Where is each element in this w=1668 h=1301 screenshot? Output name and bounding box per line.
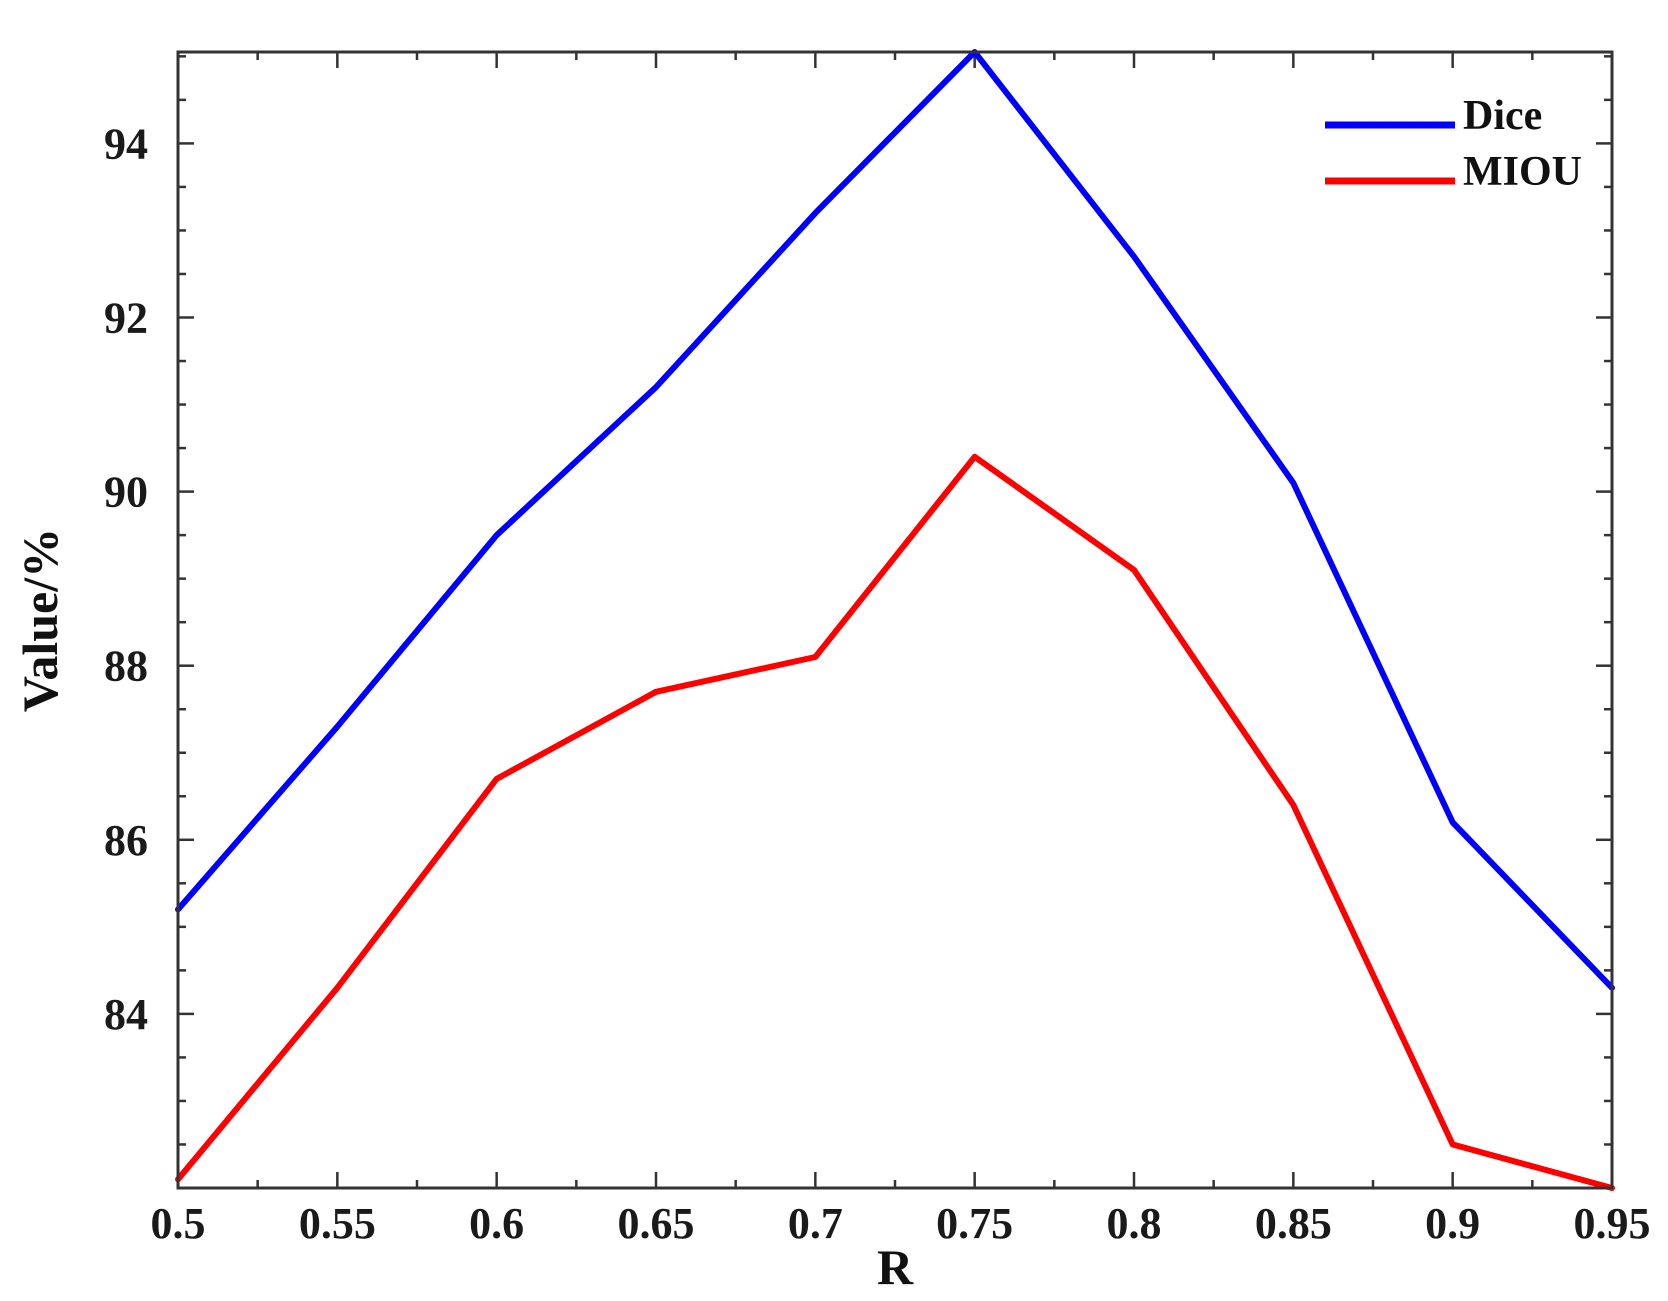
x-tick-label: 0.5	[151, 1199, 206, 1248]
legend: Dice MIOU	[1325, 93, 1582, 195]
x-tick-label: 0.65	[618, 1199, 695, 1248]
x-tick-labels: 0.5 0.55 0.6 0.65 0.7 0.75 0.8 0.85 0.9 0.95	[151, 1199, 1651, 1248]
y-tick-labels: 84 86 88 90 92 94	[104, 119, 148, 1038]
plot-frame	[176, 50, 1614, 1190]
x-tick-label: 0.7	[788, 1199, 843, 1248]
minor-ticks	[178, 52, 1612, 1188]
y-tick-label: 86	[104, 816, 148, 865]
x-tick-label: 0.9	[1425, 1199, 1480, 1248]
series-line-miou	[175, 453, 1615, 1191]
series-layer	[175, 49, 1615, 1191]
y-tick-label: 84	[104, 990, 148, 1039]
x-tick-label: 0.95	[1574, 1199, 1651, 1248]
x-tick-label: 0.6	[469, 1199, 524, 1248]
y-axis-title: Value/%	[12, 528, 68, 712]
y-tick-label: 94	[104, 119, 148, 168]
series-line-dice	[175, 49, 1615, 991]
x-axis-title: R	[877, 1239, 914, 1295]
major-ticks	[176, 52, 1614, 1188]
legend-label-miou: MIOU	[1463, 149, 1582, 195]
y-tick-label: 90	[104, 468, 148, 517]
legend-label-dice: Dice	[1463, 93, 1542, 139]
y-tick-label: 92	[104, 294, 148, 343]
x-tick-label: 0.8	[1107, 1199, 1162, 1248]
y-tick-label: 88	[104, 642, 148, 691]
x-tick-label: 0.85	[1255, 1199, 1332, 1248]
x-tick-label: 0.75	[936, 1199, 1013, 1248]
x-tick-label: 0.55	[299, 1199, 376, 1248]
